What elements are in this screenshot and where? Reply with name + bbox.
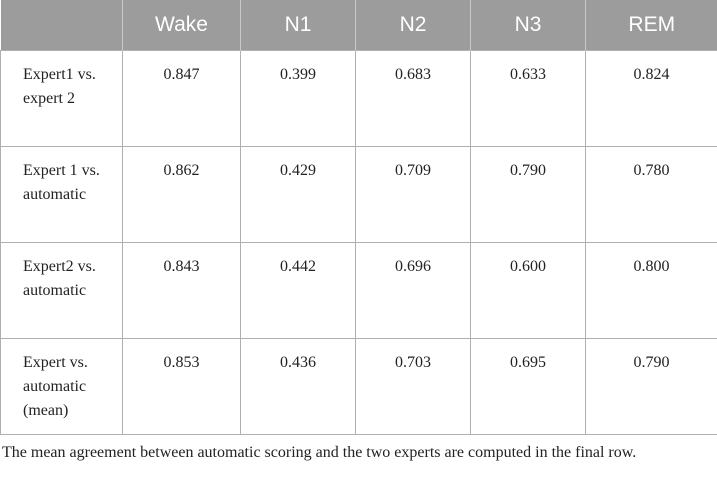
value-cell: 0.780	[585, 146, 717, 243]
header-cell: N2	[355, 0, 471, 51]
value-cell: 0.703	[355, 338, 471, 435]
table-row: Expert2 vs. automatic 0.843 0.442 0.696 0.60…	[0, 242, 717, 339]
value-cell: 0.399	[240, 50, 356, 147]
value-cell: 0.442	[240, 242, 356, 339]
table-body: Expert1 vs. expert 2 0.847 0.399 0.683 0.633…	[0, 50, 717, 435]
value-cell: 0.695	[470, 338, 586, 435]
value-cell: 0.790	[585, 338, 717, 435]
header-cell: REM	[585, 0, 717, 51]
value-cell: 0.696	[355, 242, 471, 339]
value-cell: 0.633	[470, 50, 586, 147]
value-cell: 0.847	[122, 50, 241, 147]
row-label: Expert 1 vs. automatic	[0, 146, 123, 243]
row-label: Expert2 vs. automatic	[0, 242, 123, 339]
value-cell: 0.853	[122, 338, 241, 435]
header-cell: N3	[470, 0, 586, 51]
value-cell: 0.429	[240, 146, 356, 243]
value-cell: 0.436	[240, 338, 356, 435]
value-cell: 0.862	[122, 146, 241, 243]
value-cell: 0.709	[355, 146, 471, 243]
table-row: Expert 1 vs. automatic 0.862 0.429 0.709 0.7…	[0, 146, 717, 243]
row-label: Expert vs. automatic (mean)	[0, 338, 123, 435]
value-cell: 0.824	[585, 50, 717, 147]
data-table: Wake N1 N2 N3 REM Expert1 vs. expert 2 0.847 0…	[0, 0, 717, 435]
value-cell: 0.683	[355, 50, 471, 147]
table-row: Expert1 vs. expert 2 0.847 0.399 0.683 0.633…	[0, 50, 717, 147]
table-row: Expert vs. automatic (mean) 0.853 0.436 0.7…	[0, 338, 717, 435]
header-cell: N1	[240, 0, 356, 51]
row-label: Expert1 vs. expert 2	[0, 50, 123, 147]
value-cell: 0.800	[585, 242, 717, 339]
value-cell: 0.843	[122, 242, 241, 339]
header-cell	[0, 0, 123, 51]
header-cell: Wake	[122, 0, 241, 51]
footnote: The mean agreement between automatic sco…	[2, 444, 637, 461]
header-row: Wake N1 N2 N3 REM	[0, 0, 717, 51]
value-cell: 0.790	[470, 146, 586, 243]
value-cell: 0.600	[470, 242, 586, 339]
